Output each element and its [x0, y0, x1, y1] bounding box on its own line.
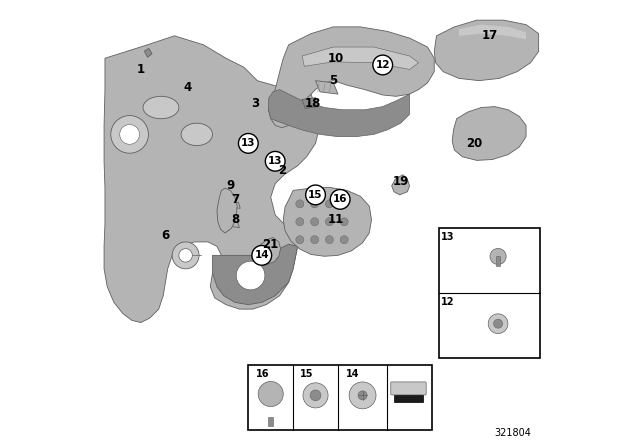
Circle shape: [120, 125, 140, 144]
Circle shape: [296, 236, 304, 244]
Text: 10: 10: [328, 52, 344, 65]
Polygon shape: [269, 27, 435, 128]
Polygon shape: [269, 90, 410, 137]
Circle shape: [488, 314, 508, 333]
Text: 6: 6: [161, 228, 170, 242]
Text: 14: 14: [255, 250, 269, 260]
Polygon shape: [257, 237, 280, 264]
Text: 12: 12: [376, 60, 390, 70]
Ellipse shape: [181, 123, 212, 146]
Circle shape: [310, 236, 319, 244]
Text: 13: 13: [268, 156, 282, 166]
Circle shape: [340, 200, 348, 208]
Circle shape: [490, 248, 506, 264]
Circle shape: [349, 382, 376, 409]
Polygon shape: [452, 107, 526, 160]
Circle shape: [303, 383, 328, 408]
Text: 14: 14: [346, 369, 360, 379]
Text: 9: 9: [227, 179, 234, 193]
Text: 8: 8: [231, 213, 239, 226]
Polygon shape: [145, 48, 152, 57]
Circle shape: [330, 190, 350, 209]
Text: 13: 13: [442, 232, 455, 242]
Circle shape: [258, 382, 284, 407]
Ellipse shape: [143, 96, 179, 119]
Circle shape: [236, 261, 265, 290]
Circle shape: [111, 116, 148, 153]
Circle shape: [239, 134, 258, 153]
Text: 2: 2: [278, 164, 286, 177]
Text: 7: 7: [231, 193, 239, 206]
Text: 12: 12: [442, 297, 455, 307]
Polygon shape: [459, 25, 526, 39]
Circle shape: [310, 218, 319, 226]
Text: 19: 19: [392, 175, 409, 188]
Text: 20: 20: [467, 137, 483, 150]
Text: 15: 15: [308, 190, 323, 200]
Circle shape: [325, 218, 333, 226]
FancyBboxPatch shape: [391, 382, 426, 395]
Text: 16: 16: [256, 369, 269, 379]
Polygon shape: [217, 188, 237, 233]
Text: 15: 15: [300, 369, 314, 379]
Polygon shape: [302, 47, 419, 69]
Circle shape: [296, 200, 304, 208]
Text: 5: 5: [330, 74, 337, 87]
Polygon shape: [302, 98, 317, 108]
Circle shape: [252, 246, 271, 265]
Circle shape: [310, 390, 321, 401]
Text: 18: 18: [305, 96, 321, 110]
Circle shape: [325, 200, 333, 208]
Circle shape: [266, 151, 285, 171]
Circle shape: [373, 55, 392, 75]
Polygon shape: [212, 244, 298, 305]
FancyBboxPatch shape: [268, 417, 273, 426]
FancyBboxPatch shape: [496, 256, 500, 266]
Text: 21: 21: [262, 237, 279, 251]
Circle shape: [358, 391, 367, 400]
Text: 13: 13: [241, 138, 255, 148]
Text: 16: 16: [333, 194, 348, 204]
Text: 3: 3: [251, 96, 259, 110]
Polygon shape: [392, 175, 410, 195]
Text: 1: 1: [137, 63, 145, 76]
Polygon shape: [435, 20, 539, 81]
FancyBboxPatch shape: [248, 365, 432, 430]
Text: 4: 4: [184, 81, 192, 94]
Circle shape: [493, 319, 502, 328]
Circle shape: [340, 218, 348, 226]
Circle shape: [310, 200, 319, 208]
Text: 17: 17: [482, 29, 499, 43]
FancyBboxPatch shape: [394, 395, 423, 402]
Polygon shape: [316, 81, 338, 94]
Circle shape: [340, 236, 348, 244]
Text: 321804: 321804: [495, 428, 531, 438]
Text: 11: 11: [328, 213, 344, 226]
FancyBboxPatch shape: [439, 228, 540, 358]
Polygon shape: [228, 220, 239, 228]
Circle shape: [306, 185, 325, 205]
Circle shape: [179, 249, 192, 262]
Circle shape: [172, 242, 199, 269]
Circle shape: [296, 218, 304, 226]
Polygon shape: [228, 201, 240, 208]
Polygon shape: [104, 36, 320, 323]
Polygon shape: [284, 187, 371, 256]
Circle shape: [325, 236, 333, 244]
